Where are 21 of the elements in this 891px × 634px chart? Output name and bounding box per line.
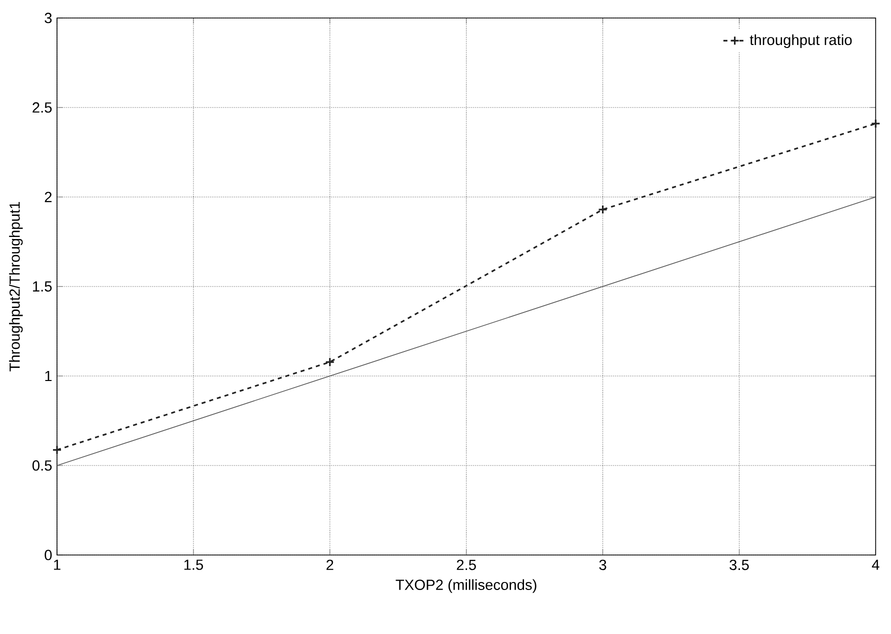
y-tick-label: 2.5 [32,102,52,113]
x-tick-label: 4 [872,560,880,570]
y-axis-title: Throughput2/Throughput1 [9,202,23,372]
x-tick-label: 3.5 [730,560,749,570]
point [325,357,335,367]
y-tick-label: 0 [44,550,52,560]
x-tick-label: 2 [326,560,334,570]
x-tick-label: 1.5 [184,560,204,570]
x-tick-label: 1 [54,560,60,570]
x-tick-label: 3 [599,560,606,570]
point [52,445,62,455]
y-tick-label: 1 [45,370,52,382]
y-tick-label: 1.5 [33,281,52,292]
x-axis-title: TXOP2 (milliseconds) [396,579,536,593]
x-tick-label: 2.5 [456,560,476,570]
y-tick-label: 3 [44,12,52,24]
y-tick-label: 2 [44,192,52,202]
legend-label: throughput ratio [750,34,852,48]
point [598,204,608,214]
point [870,118,880,128]
y-tick-label: 0.5 [32,460,52,471]
